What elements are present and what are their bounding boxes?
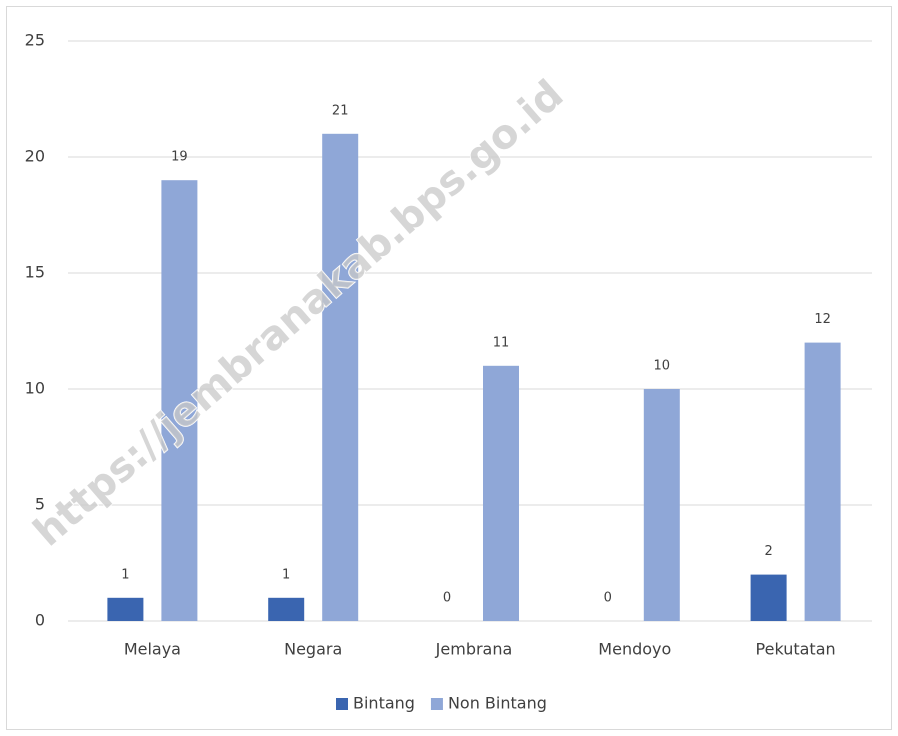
legend-swatch [430, 698, 443, 710]
bar [804, 342, 841, 621]
data-label: 1 [282, 567, 290, 582]
bar [107, 597, 144, 621]
y-tick-label: 20 [25, 147, 45, 166]
data-label: 21 [332, 103, 349, 118]
y-tick-label: 5 [35, 495, 45, 514]
data-label: 11 [493, 335, 510, 350]
data-label: 12 [814, 312, 831, 327]
x-tick-label: Negara [284, 640, 342, 659]
legend-label: Bintang [353, 694, 415, 713]
data-label: 1 [121, 567, 129, 582]
bar [750, 574, 787, 621]
y-tick-label: 15 [25, 263, 45, 282]
bar [483, 365, 519, 621]
x-tick-label: Pekutatan [756, 640, 836, 659]
data-label: 0 [604, 591, 612, 606]
x-tick-label: Mendoyo [598, 640, 671, 659]
legend-swatch [336, 698, 348, 710]
bar [643, 389, 680, 621]
x-tick-label: Jembrana [435, 640, 513, 659]
bar [268, 597, 305, 621]
chart-border [6, 6, 892, 730]
y-tick-label: 10 [25, 379, 45, 398]
x-tick-label: Melaya [124, 640, 181, 659]
bar [161, 180, 198, 621]
legend-label: Non Bintang [448, 694, 547, 713]
data-label: 10 [654, 359, 671, 374]
data-label: 0 [443, 591, 451, 606]
data-label: 2 [764, 544, 772, 559]
data-label: 19 [171, 150, 188, 165]
y-tick-label: 25 [25, 31, 45, 50]
y-tick-label: 0 [35, 611, 45, 630]
bar [322, 133, 359, 622]
